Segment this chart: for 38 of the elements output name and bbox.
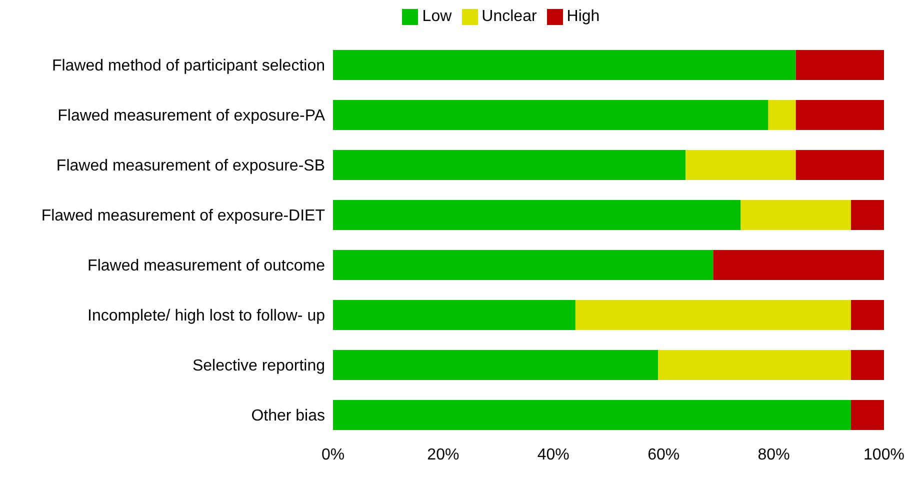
y-tick-label: Selective reporting	[192, 358, 325, 375]
legend-label: Low	[422, 8, 452, 25]
bar	[333, 50, 796, 80]
bar	[713, 250, 884, 280]
bar	[333, 300, 576, 330]
x-tick-label: 40%	[537, 446, 570, 464]
legend-label: High	[566, 8, 600, 25]
bar	[850, 300, 884, 330]
bar	[333, 200, 741, 230]
bar	[768, 100, 796, 130]
bar	[333, 400, 851, 430]
y-tick-label: Other bias	[251, 408, 325, 425]
bar	[333, 350, 658, 380]
y-tick-label: Flawed method of participant selection	[52, 58, 325, 75]
bar	[850, 400, 884, 430]
bar	[796, 50, 884, 80]
x-tick-label: 60%	[648, 446, 680, 464]
bar	[850, 350, 884, 380]
bar	[658, 350, 851, 380]
bar	[333, 150, 686, 180]
bar	[575, 300, 851, 330]
y-tick-label: Flawed measurement of exposure-SB	[56, 158, 325, 175]
y-tick-label: Incomplete/ high lost to follow- up	[88, 308, 326, 325]
bar	[333, 100, 768, 130]
bar	[796, 150, 884, 180]
y-tick-label: Flawed measurement of exposure-DIET	[41, 208, 326, 225]
x-tick-label: 100%	[864, 446, 904, 464]
bar	[686, 150, 796, 180]
x-tick-label: 0%	[321, 446, 345, 464]
y-tick-label: Flawed measurement of outcome	[88, 258, 326, 275]
bar	[333, 250, 714, 280]
y-tick-label: Flawed measurement of exposure-PA	[58, 108, 326, 125]
bar	[850, 200, 884, 230]
bar	[796, 100, 884, 130]
x-tick-label: 80%	[758, 446, 790, 464]
legend-label: Unclear	[482, 8, 537, 25]
x-tick-label: 20%	[427, 446, 460, 464]
bar	[740, 200, 851, 230]
